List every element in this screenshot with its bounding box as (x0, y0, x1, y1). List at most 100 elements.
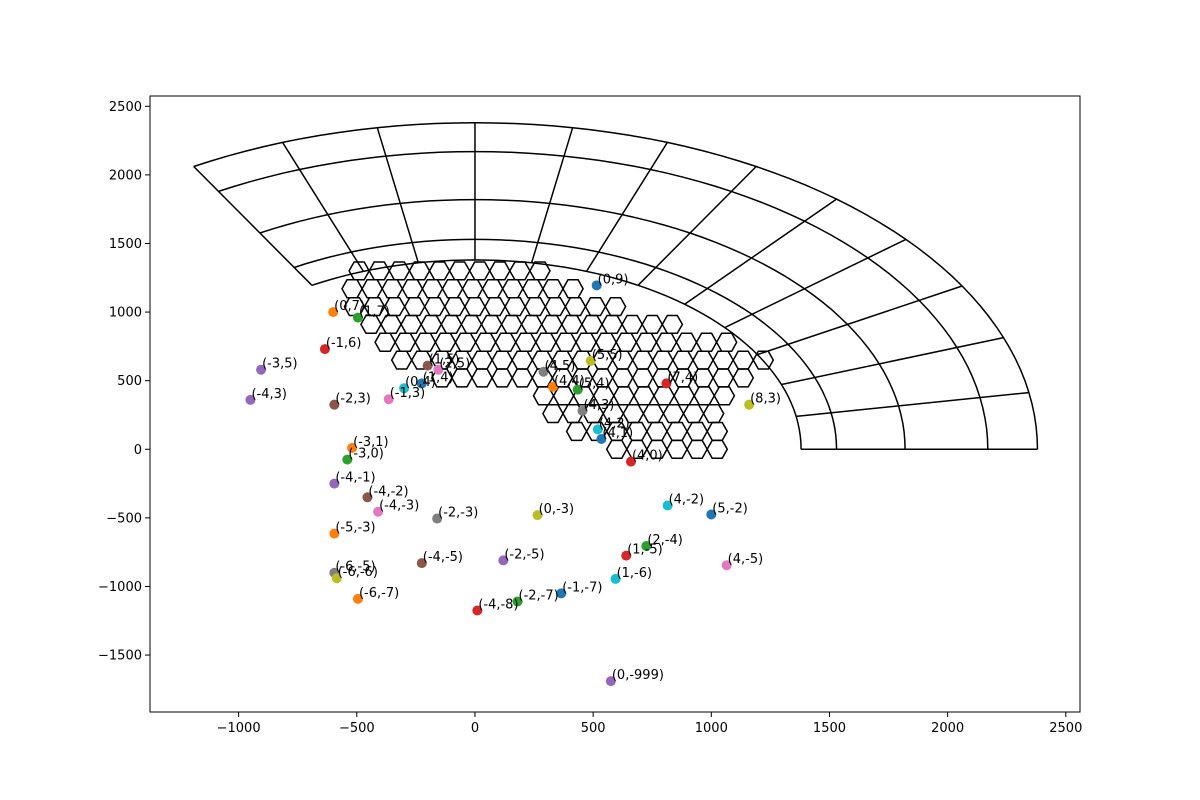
hex-cell (361, 279, 384, 299)
point-label: (4,-2) (669, 493, 705, 508)
plot-frame (149, 95, 1081, 713)
hex-cell (381, 279, 404, 299)
data-point (556, 588, 567, 599)
hex-cell (662, 403, 685, 424)
point-label: (-6,-7) (359, 586, 399, 601)
data-point (432, 513, 443, 524)
curved-grid-spoke (281, 142, 365, 272)
hex-cell (454, 332, 477, 352)
hex-cell (514, 332, 537, 352)
point-label: (5,5) (592, 348, 623, 363)
hex-cell (480, 314, 503, 335)
data-point (585, 355, 596, 366)
point-label: (-4,-8) (478, 597, 518, 612)
hex-cell (440, 314, 463, 335)
hex-cell (403, 296, 426, 317)
hex-cell (712, 350, 735, 370)
hex-cell (494, 332, 517, 352)
hex-cell (443, 296, 466, 317)
hex-cell (752, 350, 775, 370)
hex-cell (695, 332, 718, 352)
point-label: (2,-4) (647, 533, 683, 548)
point-label: (0,-3) (539, 502, 575, 517)
point-label: (-2,-7) (519, 589, 559, 604)
data-point (532, 510, 543, 521)
point-label: (1,7) (359, 305, 390, 320)
data-point (662, 500, 673, 511)
data-point (416, 558, 427, 569)
point-label: (4,3) (584, 398, 615, 413)
hex-cell (484, 296, 506, 317)
hex-cell (529, 261, 551, 281)
data-point (383, 394, 394, 405)
data-point (577, 405, 588, 416)
hex-cell (423, 296, 446, 317)
curved-grid-arc (311, 259, 802, 450)
point-label: (-4,3) (251, 387, 287, 402)
hex-cell (508, 261, 531, 281)
point-label: (-3,5) (262, 357, 298, 372)
y-tick-label: 1500 (109, 237, 142, 252)
y-tick-label: 1000 (109, 306, 142, 321)
point-label: (4,4) (554, 374, 585, 389)
point-label: (4,0) (632, 449, 663, 464)
hex-cell (692, 350, 714, 370)
data-point (347, 442, 358, 453)
point-label: (-2,-5) (504, 547, 544, 562)
hex-cell (631, 350, 654, 370)
hex-cell (374, 332, 397, 352)
point-label: (-1,6) (326, 336, 362, 351)
hex-cell (686, 421, 709, 442)
curved-grid-spoke (585, 142, 668, 272)
hex-cell (702, 403, 725, 424)
data-point (591, 280, 602, 291)
hex-cell (562, 279, 584, 299)
data-point (512, 596, 523, 607)
hex-cell (653, 386, 675, 406)
data-point (328, 307, 339, 318)
y-tick-label: −1500 (98, 649, 142, 664)
hex-cell (651, 350, 674, 370)
data-point (538, 366, 549, 377)
axes-layer: −1000 −500 0 500 1000 1500 2000 2500 −1500 −1000 −… (98, 100, 1082, 736)
curved-grid-spoke (781, 336, 1004, 386)
hex-cell (675, 332, 698, 352)
x-tick-label: −1000 (217, 721, 261, 736)
hex-cell (401, 279, 424, 299)
hex-cell (666, 439, 688, 459)
hex-cell (565, 421, 588, 442)
hex-cell (511, 368, 534, 388)
labels-layer: (0,9) (0,7)(1,7) (-1,6) (-3,5) (1,5)(2,5) (4,… (251, 272, 781, 683)
hex-cell (500, 314, 523, 335)
x-tick-label: −500 (339, 721, 375, 736)
hex-cell (542, 403, 564, 424)
hex-cell (686, 439, 709, 459)
hex-cell (713, 386, 736, 406)
hex-cell (540, 314, 563, 335)
hex-cell (501, 279, 524, 299)
data-point (610, 573, 621, 584)
point-label: (-1,3) (390, 386, 426, 401)
hex-cell (712, 368, 735, 388)
data-point (433, 364, 444, 375)
hex-cell (534, 332, 557, 352)
hex-cell (673, 386, 696, 406)
data-point (422, 360, 433, 371)
y-tick-label: −1000 (98, 580, 142, 595)
hex-cell (672, 350, 694, 370)
curved-grid-spoke (193, 165, 313, 286)
point-label: (5,-2) (712, 501, 748, 516)
curved-grid-spoke (376, 127, 420, 264)
curved-grid-spoke (796, 391, 1029, 418)
hex-cell (666, 421, 688, 442)
data-point (744, 399, 755, 410)
point-label: (0,9) (598, 272, 629, 287)
hex-cell (471, 368, 493, 388)
hex-cell (732, 350, 755, 370)
point-label: (1,4) (423, 370, 454, 385)
hex-cell (504, 296, 527, 317)
data-point (498, 555, 509, 566)
data-point (331, 573, 342, 584)
hex-cell (521, 279, 544, 299)
point-label: (0,7) (334, 299, 365, 314)
